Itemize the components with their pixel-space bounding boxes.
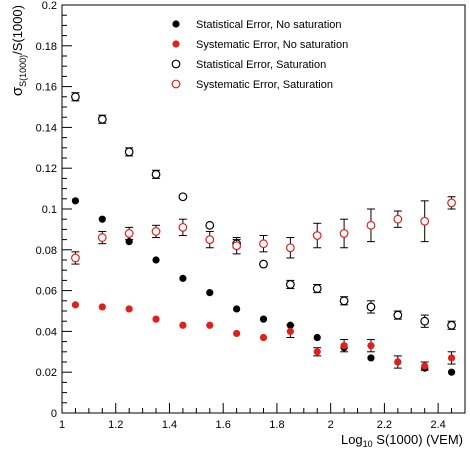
x-tick-label: 1.8	[269, 419, 284, 431]
y-tick-label: 0	[51, 408, 57, 420]
data-point	[394, 358, 402, 366]
x-tick-label: 1.2	[108, 419, 123, 431]
legend-label: Statistical Error, Saturation	[196, 59, 326, 71]
legend-label: Systematic Error, Saturation	[196, 79, 333, 91]
data-point	[259, 239, 268, 249]
data-point	[97, 233, 107, 242]
x-tick-label: 2	[328, 419, 334, 431]
data-point	[205, 220, 215, 230]
data-point	[233, 305, 241, 313]
data-point	[420, 316, 430, 326]
data-point	[421, 362, 429, 370]
data-point	[71, 92, 80, 102]
legend-label: Statistical Error, No saturation	[196, 19, 342, 31]
y-tick-label: 0.12	[36, 163, 57, 175]
data-point	[71, 253, 80, 263]
y-tick-label: 0.06	[36, 286, 57, 298]
series-4	[71, 196, 456, 265]
x-tick-label: 2.4	[430, 419, 445, 431]
data-point	[285, 243, 295, 253]
ticks: 1 1.2 1.4 1.6 1.8 2 2.2 2.4 0 0.02 0.04 0.06 0.08 0.1…	[36, 0, 466, 431]
data-point	[312, 231, 322, 240]
data-point	[366, 220, 376, 230]
y-tick-label: 0.16	[36, 82, 57, 94]
y-tick-label: 0.2	[42, 0, 57, 12]
legend-label: Systematic Error, No saturation	[196, 39, 348, 51]
legend-marker	[171, 59, 181, 69]
legend-marker	[172, 40, 180, 48]
data-point	[124, 229, 134, 238]
y-axis-title-rest: /S(1000)	[10, 5, 25, 55]
y-tick-label: 0.02	[36, 367, 57, 379]
data-point	[233, 329, 241, 338]
data-point	[179, 321, 187, 329]
x-tick-label: 1.6	[216, 419, 231, 431]
data-point	[339, 229, 349, 238]
data-point	[205, 235, 215, 245]
data-point	[259, 333, 268, 342]
y-axis-title-sub: S(1000)	[18, 55, 28, 87]
data-point	[151, 227, 161, 236]
data-point	[339, 296, 349, 306]
data-point	[313, 333, 321, 342]
data-point	[393, 214, 403, 224]
data-point	[178, 222, 188, 232]
data-point	[447, 198, 456, 208]
data-point	[152, 315, 160, 323]
y-tick-label: 0.14	[36, 122, 57, 134]
data-point	[447, 368, 456, 376]
legend-marker	[172, 20, 180, 28]
data-point	[98, 215, 106, 223]
data-point	[179, 274, 187, 282]
data-point	[259, 315, 268, 323]
data-point	[447, 320, 456, 330]
x-axis-title-sub: 10	[363, 439, 373, 449]
data-point	[206, 321, 214, 329]
data-point	[151, 169, 161, 179]
y-axis-title-sigma: σ	[9, 86, 26, 96]
data-point	[97, 114, 107, 124]
data-series	[71, 92, 456, 376]
data-point	[393, 310, 403, 320]
data-point	[366, 302, 376, 312]
y-tick-label: 0.08	[36, 245, 57, 257]
x-tick-label: 2.2	[377, 419, 392, 431]
data-point	[71, 301, 80, 309]
data-point	[313, 348, 321, 356]
legend: Statistical Error, No saturation Systemat…	[171, 19, 348, 91]
legend-marker	[171, 79, 181, 89]
data-point	[367, 354, 375, 362]
x-axis-title-main: Log	[341, 432, 363, 447]
y-tick-label: 0.1	[42, 204, 57, 216]
data-point	[232, 241, 242, 251]
data-point	[152, 256, 160, 264]
data-point	[206, 289, 214, 297]
data-point	[259, 259, 268, 269]
data-point	[420, 216, 430, 226]
data-point	[71, 197, 80, 205]
x-axis-title-rest: S(1000) (VEM)	[373, 432, 463, 447]
data-point	[98, 303, 106, 311]
data-point	[286, 327, 294, 335]
data-point	[285, 280, 295, 289]
y-tick-label: 0.04	[36, 326, 57, 338]
data-point	[447, 354, 456, 362]
data-point	[312, 284, 322, 293]
x-tick-label: 1.4	[162, 419, 177, 431]
data-point	[367, 342, 375, 350]
y-tick-label: 0.18	[36, 41, 57, 53]
data-point	[125, 305, 133, 313]
y-axis-title: σS(1000)/S(1000)	[9, 5, 28, 96]
x-axis-title: Log10 S(1000) (VEM)	[341, 432, 463, 449]
data-point	[178, 192, 188, 202]
data-point	[340, 342, 348, 350]
x-tick-label: 1	[59, 419, 65, 431]
data-point	[124, 147, 134, 157]
series-2	[71, 301, 456, 371]
